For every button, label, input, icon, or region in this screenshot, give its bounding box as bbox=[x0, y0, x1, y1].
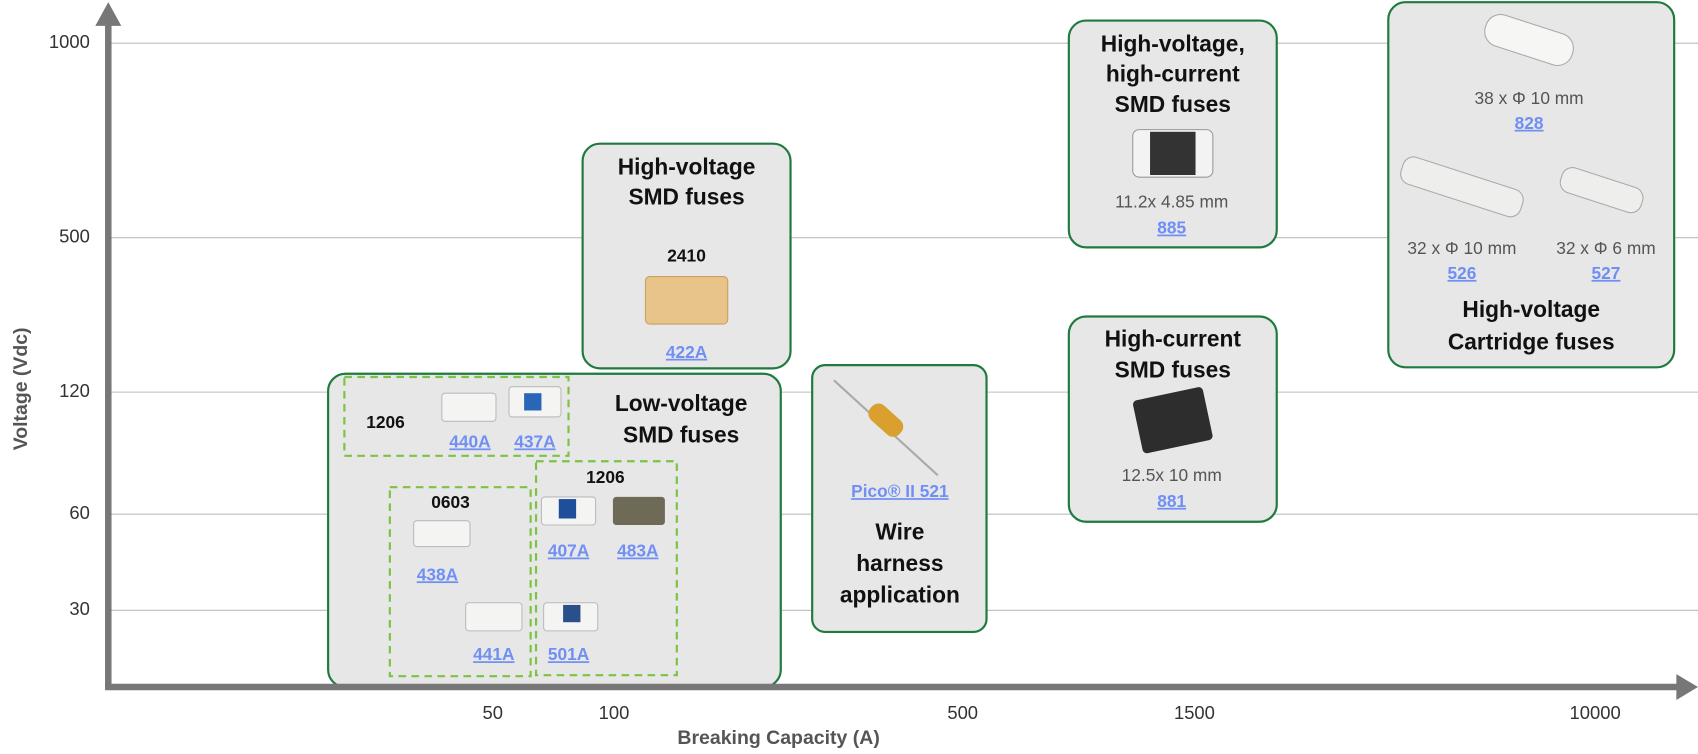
product-size: 38 x Φ 10 mm bbox=[1475, 88, 1584, 108]
x-tick-label: 50 bbox=[482, 702, 502, 723]
product-image bbox=[645, 277, 727, 325]
x-tick-label: 100 bbox=[599, 702, 630, 723]
product-size: 32 x Φ 6 mm bbox=[1556, 238, 1655, 258]
product-link[interactable]: 437A bbox=[514, 431, 556, 451]
product-marking bbox=[524, 393, 541, 410]
product-link[interactable]: 440A bbox=[449, 431, 491, 451]
product-link[interactable]: 885 bbox=[1157, 218, 1186, 238]
package-label: 1206 bbox=[586, 467, 625, 487]
y-tick-label: 120 bbox=[59, 380, 90, 401]
x-axis-title: Breaking Capacity (A) bbox=[677, 727, 879, 749]
product-size: 32 x Φ 10 mm bbox=[1407, 238, 1516, 258]
group-title: High-voltage bbox=[1462, 296, 1600, 322]
package-label: 0603 bbox=[431, 492, 470, 512]
group-title: SMD fuses bbox=[623, 421, 739, 447]
y-axis-title: Voltage (Vdc) bbox=[10, 328, 32, 451]
group-title: High-current bbox=[1105, 325, 1242, 351]
group-title: High-voltage bbox=[618, 154, 756, 180]
y-tick-label: 30 bbox=[69, 598, 89, 619]
product-link[interactable]: 526 bbox=[1447, 263, 1476, 283]
group-title: harness bbox=[856, 550, 943, 576]
product-link[interactable]: 441A bbox=[473, 644, 515, 664]
x-tick-label: 1500 bbox=[1174, 702, 1215, 723]
product-image bbox=[442, 393, 496, 421]
y-tick-label: 1000 bbox=[49, 31, 90, 52]
product-link[interactable]: 438A bbox=[417, 564, 459, 584]
package-label: 2410 bbox=[667, 246, 706, 266]
group-title: high-current bbox=[1106, 61, 1240, 87]
product-link[interactable]: 422A bbox=[666, 342, 708, 362]
product-link[interactable]: 881 bbox=[1157, 491, 1186, 511]
group-title: SMD fuses bbox=[1115, 91, 1231, 117]
product-link[interactable]: 483A bbox=[617, 541, 659, 561]
x-axis-arrow bbox=[1676, 674, 1698, 700]
product-link[interactable]: 407A bbox=[548, 541, 590, 561]
product-link[interactable]: Pico® II 521 bbox=[851, 481, 949, 501]
product-link[interactable]: 527 bbox=[1592, 263, 1621, 283]
group-title: Wire bbox=[875, 519, 924, 545]
diagram: Low-voltage SMD fuses 1206 440A 437A 060… bbox=[0, 0, 1698, 754]
product-marking bbox=[1150, 132, 1195, 175]
y-tick-label: 60 bbox=[69, 502, 89, 523]
product-size: 12.5x 10 mm bbox=[1122, 465, 1222, 485]
product-marking bbox=[563, 605, 580, 622]
group-title: SMD fuses bbox=[1115, 357, 1231, 383]
x-tick-label: 500 bbox=[947, 702, 978, 723]
group-title: SMD fuses bbox=[628, 184, 744, 210]
group-title: application bbox=[840, 581, 960, 607]
group-title: Low-voltage bbox=[615, 390, 748, 416]
product-image bbox=[613, 497, 665, 525]
product-image bbox=[414, 521, 470, 547]
product-image bbox=[466, 603, 522, 631]
package-label: 1206 bbox=[366, 412, 405, 432]
group-title: Cartridge fuses bbox=[1448, 329, 1615, 355]
x-tick-label: 10000 bbox=[1570, 702, 1621, 723]
product-marking bbox=[559, 499, 576, 518]
product-link[interactable]: 828 bbox=[1515, 113, 1544, 133]
group-title: High-voltage, bbox=[1101, 30, 1245, 56]
y-tick-label: 500 bbox=[59, 226, 90, 247]
product-link[interactable]: 501A bbox=[548, 644, 590, 664]
product-size: 11.2x 4.85 mm bbox=[1115, 192, 1228, 212]
y-axis-arrow bbox=[95, 2, 121, 26]
